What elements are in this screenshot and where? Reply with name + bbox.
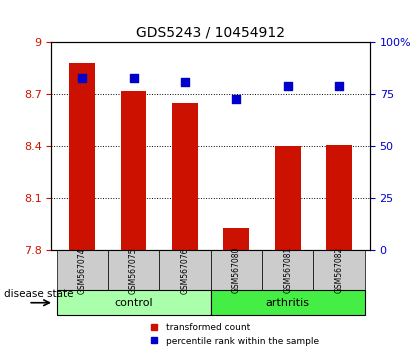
Text: GSM567082: GSM567082	[335, 247, 344, 293]
Title: GDS5243 / 10454912: GDS5243 / 10454912	[136, 26, 285, 40]
FancyBboxPatch shape	[211, 290, 365, 315]
FancyBboxPatch shape	[313, 250, 365, 290]
FancyBboxPatch shape	[211, 250, 262, 290]
FancyBboxPatch shape	[108, 250, 159, 290]
FancyBboxPatch shape	[57, 290, 211, 315]
Text: GSM567076: GSM567076	[180, 247, 189, 293]
Point	[233, 96, 240, 101]
FancyBboxPatch shape	[262, 250, 313, 290]
Text: arthritis: arthritis	[266, 298, 310, 308]
Text: control: control	[114, 298, 153, 308]
Bar	[69, 63, 95, 250]
Point	[79, 75, 85, 81]
Point	[130, 75, 137, 81]
Point	[336, 83, 342, 89]
Text: GSM567074: GSM567074	[78, 247, 87, 293]
FancyBboxPatch shape	[159, 250, 211, 290]
Bar	[172, 103, 198, 250]
FancyBboxPatch shape	[57, 250, 108, 290]
Text: disease state: disease state	[4, 289, 74, 299]
Text: GSM567081: GSM567081	[283, 247, 292, 293]
Legend: transformed count, percentile rank within the sample: transformed count, percentile rank withi…	[146, 320, 323, 349]
Bar	[326, 144, 352, 250]
Text: GSM567080: GSM567080	[232, 247, 241, 293]
Bar	[121, 91, 146, 250]
Bar	[275, 146, 300, 250]
Bar	[224, 228, 249, 250]
Point	[182, 79, 188, 85]
Point	[284, 83, 291, 89]
Text: GSM567075: GSM567075	[129, 247, 138, 293]
